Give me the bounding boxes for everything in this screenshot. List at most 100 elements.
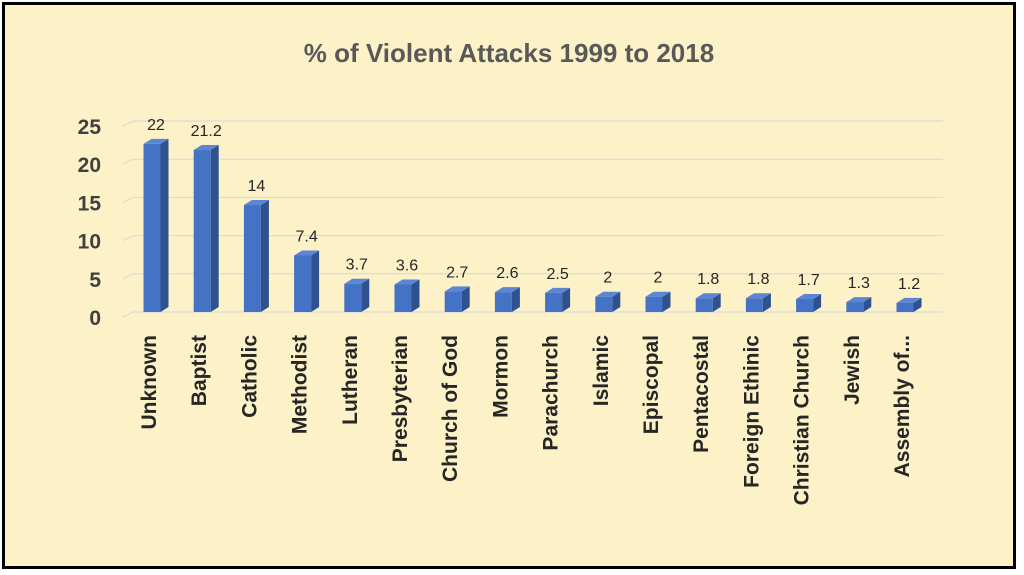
bar-top: [695, 293, 721, 299]
bar-front: [344, 283, 362, 312]
bar-front: [545, 292, 563, 312]
x-tick-label: Presbyterian: [389, 335, 412, 462]
bar: [143, 138, 169, 312]
gridline-depth: [122, 120, 134, 127]
x-tick-label: Lutheran: [339, 335, 362, 425]
gridline-depth: [122, 311, 134, 318]
x-tick-label: Mormon: [489, 335, 512, 418]
data-label: 7.4: [295, 228, 317, 245]
bar: [645, 291, 671, 312]
bar: [896, 297, 922, 312]
data-label: 1.8: [697, 271, 719, 288]
x-tick-label: Islamic: [590, 335, 613, 407]
bar-side: [260, 200, 269, 312]
bar-side: [662, 291, 671, 312]
bar: [796, 294, 822, 312]
y-tick-label: 20: [78, 154, 101, 177]
x-tick-label: Foreign Ethinic: [740, 335, 763, 488]
bar-chart: % of Violent Attacks 1999 to 2018 0 5 10 15…: [78, 38, 943, 505]
data-label: 21.2: [191, 123, 222, 140]
bar-side: [160, 138, 169, 312]
gridline-depth: [122, 273, 134, 280]
bar-top: [444, 286, 470, 292]
y-tick-label: 5: [89, 269, 101, 292]
bar-front: [695, 298, 713, 312]
bar-top: [745, 293, 771, 299]
x-tick-label: Assembly of...: [891, 335, 914, 477]
x-tick-label: Baptist: [188, 335, 211, 406]
data-label: 1.3: [848, 275, 870, 292]
bar-front: [394, 284, 412, 312]
chart-title: % of Violent Attacks 1999 to 2018: [304, 38, 714, 68]
bar-top: [896, 297, 922, 303]
bar: [394, 279, 420, 312]
bar-side: [813, 294, 822, 312]
data-label: 2.6: [496, 265, 518, 282]
data-label: 2.5: [546, 266, 568, 283]
bar: [595, 291, 621, 312]
y-tick-label: 25: [78, 116, 102, 139]
bars: [143, 138, 922, 312]
bar-side: [562, 287, 571, 312]
bar-side: [210, 145, 219, 312]
data-label: 3.6: [396, 257, 418, 274]
bar: [695, 293, 721, 312]
bar-front: [796, 299, 814, 312]
chart-frame: % of Violent Attacks 1999 to 2018 0 5 10 15…: [2, 2, 1016, 569]
x-tick-label: Methodist: [289, 335, 312, 434]
y-tick-label: 15: [78, 192, 102, 215]
bar-front: [444, 291, 462, 312]
data-label: 1.7: [797, 272, 819, 289]
x-tick-label: Parachurch: [540, 335, 563, 451]
data-label: 3.7: [346, 257, 368, 274]
data-label: 1.2: [898, 276, 920, 293]
bar-top: [394, 279, 420, 285]
bar-side: [712, 293, 721, 312]
bar: [444, 286, 470, 312]
bar-front: [294, 255, 312, 312]
bar-side: [311, 250, 320, 312]
bar-side: [461, 286, 470, 312]
x-tick-label: Pentacostal: [690, 335, 713, 453]
bar-top: [193, 145, 219, 151]
y-axis-ticks: 0 5 10 15 20 25: [78, 116, 102, 330]
x-tick-label: Unknown: [138, 335, 161, 430]
bar-front: [846, 302, 864, 312]
data-label: 14: [248, 178, 266, 195]
x-tick-label: Christian Church: [791, 335, 814, 505]
bar: [494, 287, 520, 312]
bar-front: [494, 292, 512, 312]
bar-side: [511, 287, 520, 312]
gridline-depth: [122, 235, 134, 242]
bar-top: [494, 287, 520, 293]
bar-top: [545, 287, 571, 293]
data-label: 2.7: [446, 264, 468, 281]
data-label: 22: [147, 117, 165, 134]
y-tick-label: 0: [89, 307, 101, 330]
bar-top: [294, 250, 320, 256]
y-tick-label: 10: [78, 231, 101, 254]
bar-front: [745, 298, 763, 312]
data-label: 1.8: [747, 271, 769, 288]
bar: [193, 145, 219, 312]
bar-front: [595, 296, 613, 312]
bar: [846, 297, 872, 312]
bar-top: [143, 138, 169, 144]
bar-side: [913, 297, 922, 312]
bar-top: [796, 294, 822, 300]
bar: [545, 287, 571, 312]
bar: [745, 293, 771, 312]
x-tick-label: Jewish: [841, 335, 864, 405]
bar-front: [193, 150, 211, 312]
gridline-depth: [122, 196, 134, 203]
bar-side: [361, 278, 370, 312]
data-label: 2: [603, 270, 612, 287]
bar-side: [863, 297, 872, 312]
bar-front: [896, 302, 914, 312]
bar-side: [612, 291, 621, 312]
bar: [243, 200, 269, 312]
bar-top: [243, 200, 269, 206]
gridline-depth: [122, 158, 134, 165]
x-tick-label: Episcopal: [640, 335, 663, 434]
